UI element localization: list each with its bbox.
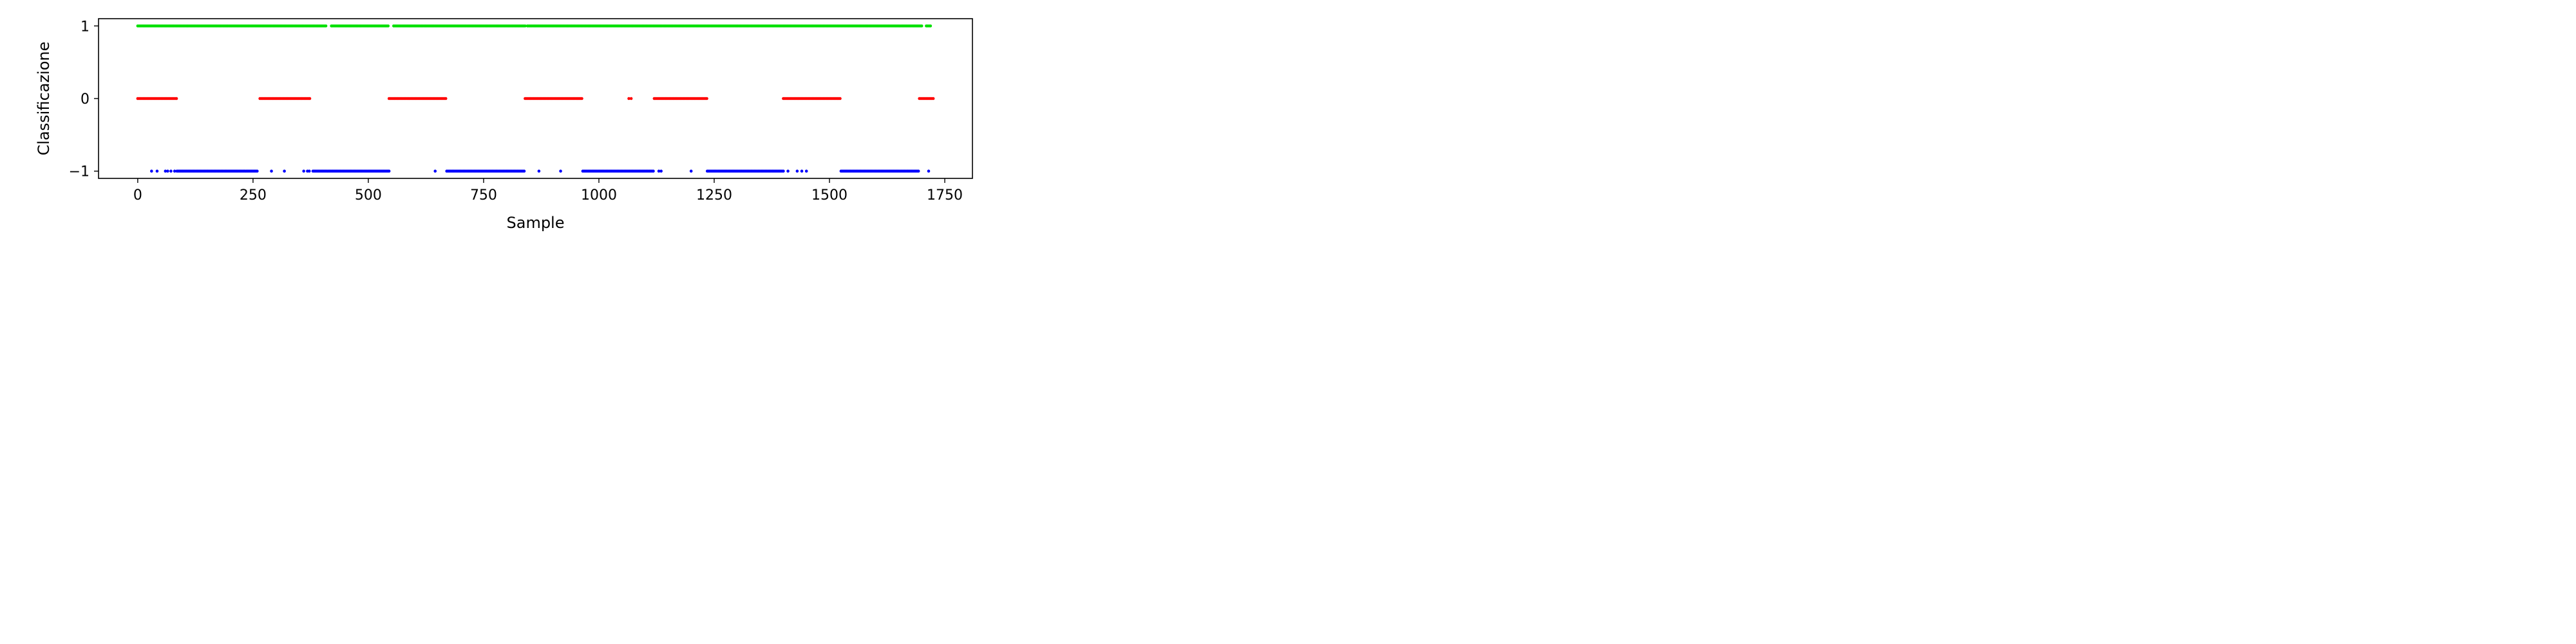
data-point bbox=[689, 169, 693, 173]
data-point bbox=[308, 97, 312, 100]
data-point bbox=[324, 24, 328, 28]
data-point bbox=[629, 97, 633, 100]
data-point bbox=[173, 169, 176, 173]
data-points bbox=[136, 24, 935, 173]
axes: 0 250 500 750 1000 1250 1500 1750 1 0 −1 bbox=[69, 19, 963, 204]
data-point bbox=[559, 169, 562, 173]
data-point bbox=[270, 169, 273, 173]
data-point bbox=[838, 97, 842, 100]
data-point bbox=[522, 169, 526, 173]
data-point bbox=[782, 169, 785, 173]
x-axis-label: Sample bbox=[507, 214, 565, 232]
y-tick-label: 0 bbox=[80, 91, 90, 108]
x-tick-label: 1500 bbox=[811, 187, 848, 204]
data-point bbox=[931, 97, 935, 100]
y-tick-label: −1 bbox=[69, 164, 90, 180]
data-point bbox=[804, 169, 808, 173]
data-point bbox=[657, 169, 661, 173]
data-point bbox=[627, 97, 630, 100]
data-point bbox=[166, 169, 169, 173]
plot-background bbox=[0, 0, 1010, 252]
x-tick-label: 250 bbox=[240, 187, 267, 204]
x-tick-label: 750 bbox=[470, 187, 497, 204]
data-point bbox=[302, 169, 305, 173]
y-tick-label: 1 bbox=[80, 19, 90, 35]
data-point bbox=[652, 169, 655, 173]
data-point bbox=[386, 24, 390, 28]
x-tick-label: 1000 bbox=[581, 187, 617, 204]
data-point bbox=[580, 97, 583, 100]
data-point bbox=[795, 169, 799, 173]
data-point bbox=[800, 169, 804, 173]
y-axis-label: Classificazione bbox=[35, 42, 53, 156]
data-point bbox=[283, 169, 286, 173]
data-point bbox=[524, 24, 527, 28]
data-point bbox=[307, 169, 311, 173]
data-point bbox=[927, 169, 931, 173]
chart: 0 250 500 750 1000 1250 1500 1750 1 0 −1 Sample Cl… bbox=[0, 0, 1010, 252]
data-point bbox=[786, 169, 790, 173]
data-point bbox=[164, 169, 167, 173]
data-point bbox=[920, 24, 923, 28]
data-point bbox=[169, 169, 173, 173]
data-point bbox=[175, 97, 178, 100]
data-point bbox=[256, 169, 259, 173]
x-tick-label: 1750 bbox=[927, 187, 963, 204]
x-tick-label: 500 bbox=[355, 187, 382, 204]
data-point bbox=[659, 169, 663, 173]
plot-frame bbox=[98, 18, 973, 179]
data-point bbox=[705, 97, 708, 100]
data-point bbox=[433, 169, 437, 173]
data-point bbox=[387, 169, 391, 173]
data-point bbox=[155, 169, 159, 173]
data-point bbox=[537, 169, 541, 173]
x-tick-label: 0 bbox=[133, 187, 142, 204]
data-point bbox=[929, 24, 933, 28]
data-point bbox=[916, 169, 920, 173]
data-point bbox=[150, 169, 153, 173]
x-tick-label: 1250 bbox=[696, 187, 732, 204]
data-point bbox=[444, 97, 448, 100]
